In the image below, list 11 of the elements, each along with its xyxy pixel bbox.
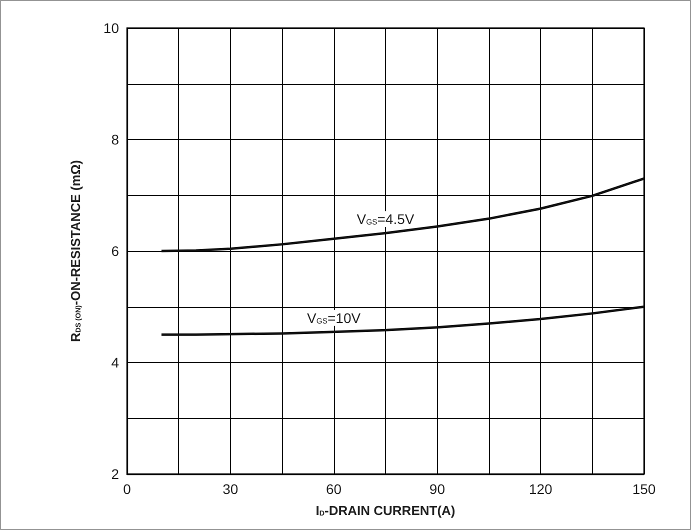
y-tick-label: 8 [111, 132, 120, 148]
x-tick-label: 0 [123, 481, 132, 497]
x-tick-label: 90 [429, 481, 446, 497]
y-tick-label: 2 [111, 466, 120, 482]
x-tick-label: 60 [326, 481, 342, 497]
y-tick-label: 6 [111, 243, 120, 259]
x-tick-label: 150 [632, 481, 656, 497]
x-tick-label: 120 [528, 481, 552, 497]
x-tick-label: 30 [222, 481, 238, 497]
y-tick-label: 10 [103, 20, 120, 36]
y-tick-label: 4 [111, 354, 120, 370]
